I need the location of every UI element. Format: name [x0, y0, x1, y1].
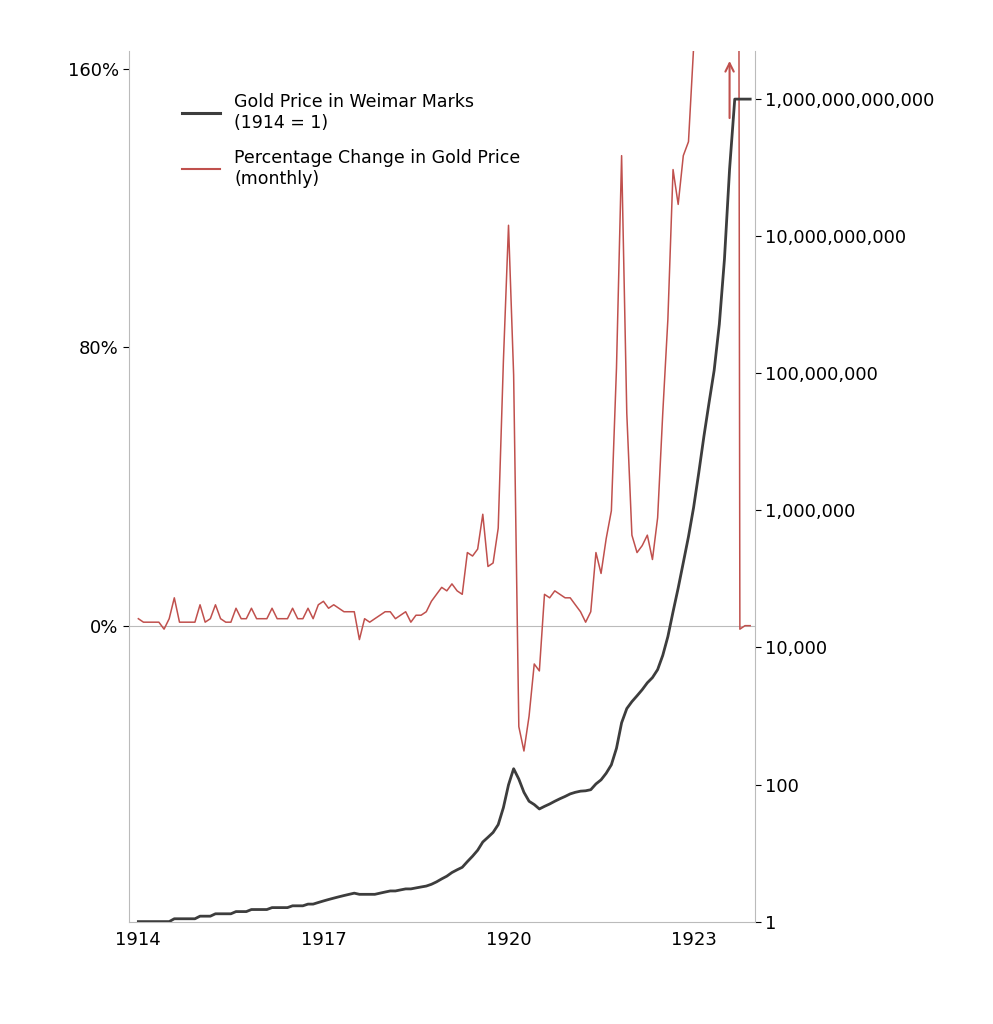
Legend: Gold Price in Weimar Marks
(1914 = 1), Percentage Change in Gold Price
(monthly): Gold Price in Weimar Marks (1914 = 1), P…: [176, 86, 527, 195]
